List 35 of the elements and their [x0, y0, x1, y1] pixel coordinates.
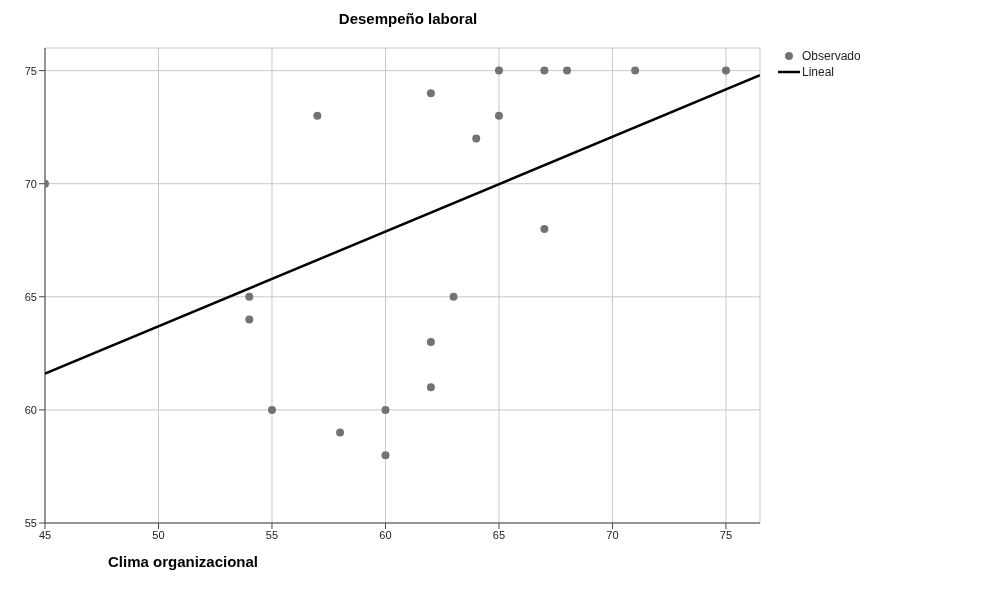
point	[267, 405, 276, 414]
point	[540, 66, 549, 75]
x-tick-label: 70	[606, 528, 619, 541]
point	[336, 428, 345, 437]
x-tick-label: 60	[379, 528, 392, 541]
point	[721, 66, 730, 75]
x-tick-label: 45	[38, 528, 52, 541]
point	[563, 66, 572, 75]
point	[449, 292, 458, 301]
y-tick-label: 55	[24, 516, 37, 529]
x-tick-label: 55	[265, 528, 279, 541]
point	[245, 315, 254, 324]
y-tick-label: 60	[24, 403, 37, 416]
chart-title: Desempeño laboral	[337, 10, 479, 27]
point	[540, 224, 549, 233]
x-tick-label: 75	[719, 528, 733, 541]
y-tick-label: 65	[24, 290, 37, 303]
point	[313, 111, 322, 120]
y-tick-label: 75	[24, 64, 37, 77]
point	[381, 405, 390, 414]
point	[472, 134, 481, 143]
point	[494, 66, 503, 75]
x-tick-label: 65	[492, 528, 506, 541]
point	[426, 89, 435, 98]
x-axis-title: Clima organizacional	[108, 553, 259, 570]
x-tick-label: 50	[152, 528, 165, 541]
point	[426, 338, 435, 347]
point	[245, 292, 254, 301]
y-tick-label: 70	[24, 177, 37, 190]
point	[426, 383, 435, 392]
legend-label: Lineal	[802, 65, 835, 79]
point	[631, 66, 640, 75]
point	[494, 111, 503, 120]
point	[381, 451, 390, 460]
legend-label: Observado	[802, 49, 861, 63]
